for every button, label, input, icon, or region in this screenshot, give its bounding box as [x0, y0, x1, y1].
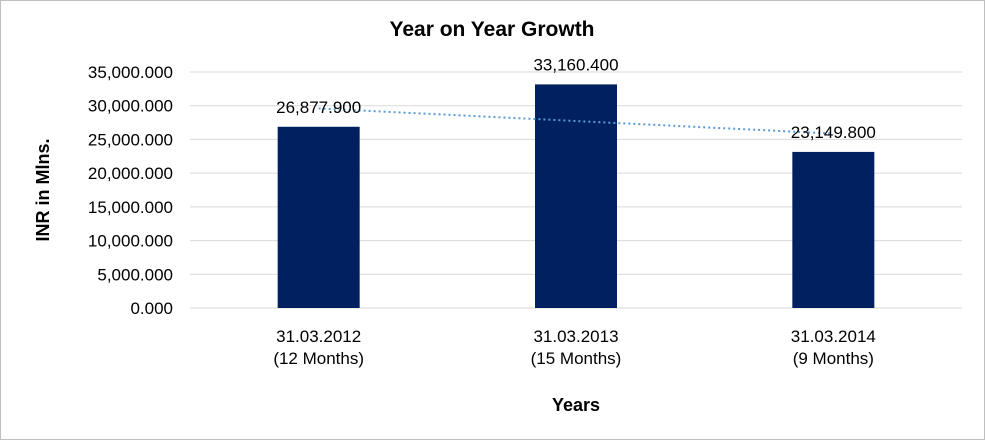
bar — [535, 84, 617, 308]
x-tick-label: 31.03.2012 — [276, 327, 361, 346]
y-tick-label: 5,000.000 — [97, 265, 173, 284]
y-tick-label: 30,000.000 — [88, 97, 173, 116]
x-axis-ticks: 31.03.2012 (12 Months) 31.03.2013 (15 Month… — [273, 327, 876, 368]
trendline-line — [318, 107, 834, 135]
x-axis-title: Years — [552, 395, 600, 415]
y-tick-label: 20,000.000 — [88, 164, 173, 183]
data-labels: 26,877.900 33,160.400 23,149.800 — [276, 55, 876, 142]
bar — [277, 126, 360, 308]
x-tick-label: 31.03.2014 — [791, 327, 876, 346]
y-tick-label: 25,000.000 — [88, 130, 173, 149]
data-label: 33,160.400 — [533, 55, 618, 74]
x-tick-label: (15 Months) — [531, 349, 622, 368]
y-axis-ticks: 0.000 5,000.000 10,000.000 15,000.000 20,000… — [88, 63, 173, 318]
x-tick-label: (12 Months) — [273, 349, 364, 368]
y-tick-label: 0.000 — [130, 299, 173, 318]
data-label: 23,149.800 — [791, 123, 876, 142]
bar — [792, 151, 875, 308]
x-tick-label: 31.03.2013 — [533, 327, 618, 346]
y-tick-label: 35,000.000 — [88, 63, 173, 82]
trendline — [318, 107, 834, 135]
x-tick-label: (9 Months) — [793, 349, 874, 368]
y-tick-label: 15,000.000 — [88, 198, 173, 217]
y-tick-label: 10,000.000 — [88, 232, 173, 251]
chart-title: Year on Year Growth — [389, 18, 594, 41]
y-axis-title: INR in Mlns. — [33, 139, 53, 242]
data-label: 26,877.900 — [276, 98, 361, 117]
bars — [277, 84, 875, 308]
